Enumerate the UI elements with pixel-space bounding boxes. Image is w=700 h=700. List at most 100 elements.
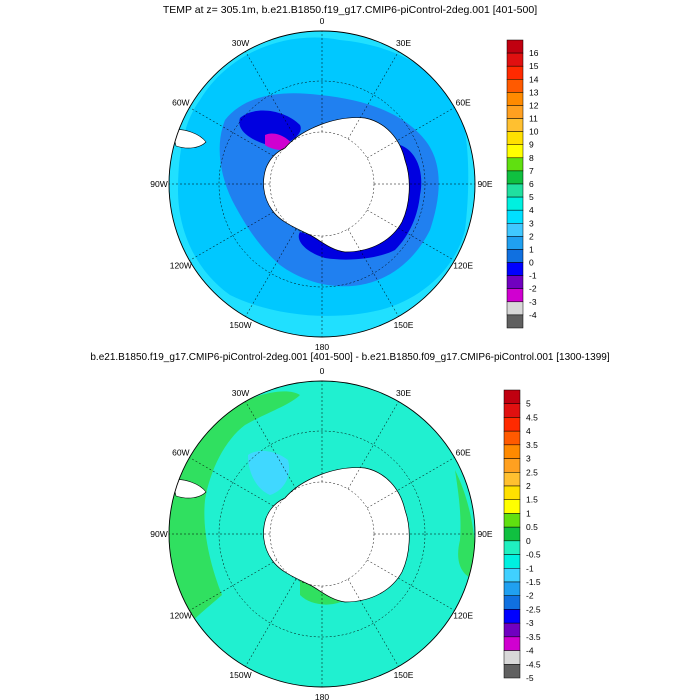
meridian-line [347,578,399,667]
panel1-antarctica [263,117,410,253]
colorbar-label: -1 [529,271,537,281]
longitude-label: 60W [172,98,189,108]
colorbar-label: -3 [529,297,537,307]
colorbar-label: -5 [526,673,534,683]
colorbar-label: 3 [526,454,531,464]
colorbar-swatch [506,92,524,106]
colorbar-label: -4 [529,310,537,320]
colorbar-label: -2 [526,591,534,601]
colorbar-label: 7 [529,166,534,176]
colorbar-swatch [506,236,524,250]
colorbar-label: 14 [529,74,539,84]
colorbar-swatch [506,262,524,276]
panel1-title: TEMP at z= 305.1m, b.e21.B1850.f19_g17.C… [162,4,538,16]
colorbar-label: 4.5 [526,412,538,422]
longitude-label: 30E [396,38,411,48]
colorbar-swatch [506,275,524,289]
colorbar-label: 13 [529,87,539,97]
meridian-line [189,559,278,611]
colorbar-label: 8 [529,153,534,163]
colorbar-swatch [506,209,524,224]
meridian-line [189,209,278,261]
meridian-line [245,228,297,317]
colorbar-swatch [506,79,524,93]
meridian-line [347,51,399,140]
colorbar-label: -4.5 [526,659,541,669]
colorbar-label: 16 [529,48,539,58]
panel2-title: b.e21.B1850.f19_g17.CMIP6-piControl-2deg… [90,352,610,363]
meridian-line [189,457,278,509]
colorbar-swatch [503,499,521,514]
panel2-meridians [169,381,475,687]
longitude-label: 30W [232,38,249,48]
longitude-label: 90E [477,179,492,189]
longitude-label: 150E [394,670,414,680]
longitude-label: 90E [477,529,492,539]
panel1-shelf-cold [239,110,422,260]
colorbar-label: 15 [529,61,539,71]
colorbar-swatch [503,595,521,610]
colorbar-swatch [506,131,524,145]
colorbar-swatch [503,554,521,569]
colorbar-label: 3.5 [526,440,538,450]
colorbar-label: -0.5 [526,550,541,560]
longitude-label: 30E [396,388,411,398]
colorbar-swatch [503,540,521,555]
longitude-label: 120W [170,261,192,271]
panel2-map: 0 30E 60E 90E 120E 150E 180 150W 120W 90W 60W 30W 5… [150,366,541,700]
panel1-longitude-labels: 0 30E 60E 90E 120E 150E 180 150W 120W 90W 60W 30W [150,16,493,352]
colorbar-swatch [503,458,521,473]
colorbar-label: 4 [526,426,531,436]
colorbar-label: 4 [529,205,534,215]
colorbar-swatch [506,249,524,263]
panel2-antarctica [263,467,410,603]
colorbar-label: -1 [526,563,534,573]
colorbar-label: 11 [529,114,538,124]
colorbar-label: 3 [529,218,534,228]
colorbar-label: -4 [526,646,534,656]
colorbar-label: 1 [526,508,531,518]
longitude-label: 120W [170,611,192,621]
colorbar-label: -1.5 [526,577,541,587]
longitude-label: 150W [229,670,251,680]
colorbar-swatch [506,288,524,303]
colorbar-label: 2 [529,231,534,241]
colorbar-label: 2.5 [526,467,538,477]
colorbar-label: 1 [529,244,534,254]
colorbar-label: 0.5 [526,522,538,532]
meridian-line [189,107,278,159]
colorbar-swatch [503,664,521,679]
panel2-longitude-labels: 0 30E 60E 90E 120E 150E 180 150W 120W 90W 60W 30W [150,366,493,700]
meridian-line [347,228,399,317]
colorbar-swatch [506,183,524,198]
colorbar-swatch [506,52,524,67]
panel2-colorbar: 5 4.5 4 3.5 3 2.5 2 1.5 1 0.5 0 -0.5 -1 -1.5 -2 -2.5 -3 -… [503,389,541,683]
colorbar-label: -2.5 [526,604,541,614]
longitude-label: 180 [315,692,329,700]
colorbar-swatch [503,568,521,583]
panel1-shelf-coldest [265,133,406,247]
colorbar-swatch [503,430,521,446]
colorbar-label: 6 [529,179,534,189]
longitude-label: 60W [172,448,189,458]
colorbar-swatch [506,301,524,316]
panel2-warm-region-east [455,470,475,580]
colorbar-swatch [503,389,521,404]
colorbar-swatch [503,513,521,528]
colorbar-label: -3 [526,618,534,628]
colorbar-swatch [506,196,524,211]
longitude-label: 150W [229,320,251,330]
longitude-label: 30W [232,388,249,398]
colorbar-swatch [503,472,521,487]
panel2-warm-region-west [169,391,300,640]
longitude-label: 90W [150,179,167,189]
colorbar-swatch [506,105,524,119]
panel2-cool-region [248,450,290,495]
colorbar-label: 0 [529,258,534,268]
longitude-label: 90W [150,529,167,539]
panel1-south-america [171,129,207,149]
colorbar-swatch [506,39,524,54]
